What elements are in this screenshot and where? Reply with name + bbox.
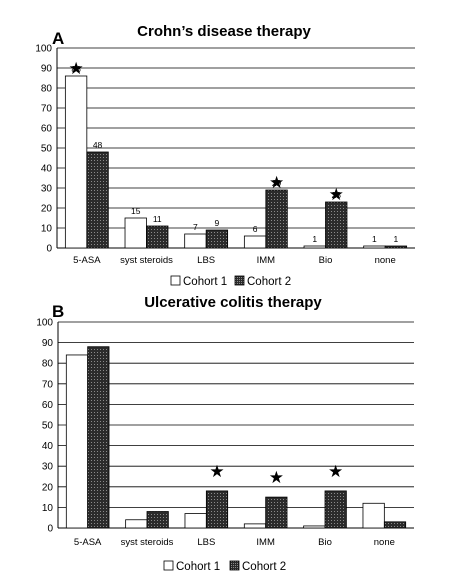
panel-b-chart: 0 10 20 30 40 50 60 70 80 90 100 5-ASA syst steroids… [36, 318, 414, 548]
b-significance-star-2: ★ [209, 462, 224, 481]
a-ytick-label-100: 100 [35, 44, 52, 55]
panel-a-chart: 010203040506070809010086485-ASA1511syst … [35, 44, 415, 266]
a-category-label-4: Bio [319, 255, 333, 266]
a-data-label-cohort2-3: 29 [272, 178, 282, 188]
a-data-label-cohort1-3: 6 [253, 224, 258, 234]
a-bar-cohort1-1 [124, 217, 147, 249]
a-bar-cohort1-5 [363, 245, 386, 249]
b-ytick-label-10: 10 [42, 503, 54, 514]
a-bar-cohort1-0 [64, 75, 88, 249]
a-ytick-label-40: 40 [41, 164, 53, 175]
b-category-label-1: syst steroids [121, 537, 174, 548]
b-category-label-0: 5-ASA [74, 537, 102, 548]
b-significance-star-3: ★ [269, 468, 284, 487]
a-category-label-0: 5-ASA [73, 255, 101, 266]
a-ytick-label-60: 60 [41, 124, 53, 135]
b-bar-cohort1-3 [243, 523, 267, 529]
a-bar-cohort2-3 [265, 189, 288, 249]
a-bar-cohort2-2 [205, 229, 229, 249]
a-data-label-cohort2-2: 9 [215, 218, 220, 228]
b-ytick-label-90: 90 [42, 338, 54, 349]
b-ytick-label-30: 30 [42, 462, 54, 473]
a-significance-star-3: ★ [269, 173, 284, 192]
b-bar-cohort2-3 [265, 496, 288, 529]
a-data-label-cohort1-1: 15 [131, 206, 141, 216]
a-bar-cohort1-3 [243, 235, 267, 249]
b-bar-cohort2-1 [146, 511, 169, 529]
a-data-label-cohort1-4: 1 [312, 234, 317, 244]
b-category-label-2: LBS [197, 537, 215, 548]
b-significance-star-4: ★ [328, 462, 343, 481]
a-ytick-label-50: 50 [41, 144, 53, 155]
b-category-label-4: Bio [318, 537, 332, 548]
b-ytick-label-100: 100 [36, 318, 53, 329]
a-ytick-label-10: 10 [41, 224, 53, 235]
b-ytick-label-0: 0 [47, 524, 53, 535]
b-bar-cohort1-2 [184, 513, 207, 529]
panel-b-legend: Cohort 1 Cohort 2 [163, 560, 286, 573]
a-ytick-label-0: 0 [46, 244, 52, 255]
a-data-label-cohort1-2: 7 [193, 222, 198, 232]
a-bar-cohort1-4 [303, 245, 326, 249]
b-ytick-label-60: 60 [42, 400, 54, 411]
b-bar-cohort1-0 [65, 354, 89, 529]
b-ytick-label-80: 80 [42, 359, 54, 370]
a-data-label-cohort2-1: 11 [153, 214, 162, 224]
b-category-label-3: IMM [256, 537, 275, 548]
legend-b-swatch-cohort2 [229, 560, 240, 571]
b-bar-cohort1-4 [303, 525, 326, 529]
b-ytick-label-20: 20 [42, 482, 54, 493]
a-significance-star-0: ★ [68, 59, 83, 78]
panel-a-legend: Cohort 1 Cohort 2 [170, 275, 291, 288]
b-ytick-label-40: 40 [42, 441, 54, 452]
b-ytick-label-50: 50 [42, 421, 54, 432]
legend-a-label-cohort1: Cohort 1 [183, 276, 227, 288]
a-bar-cohort2-0 [86, 151, 109, 249]
b-category-label-5: none [374, 537, 395, 548]
panel-b-title: Ulcerative colitis therapy [144, 294, 322, 311]
legend-a-swatch-cohort1 [170, 275, 181, 286]
b-bar-cohort2-0 [87, 346, 110, 529]
a-ytick-label-90: 90 [41, 64, 53, 75]
legend-a-label-cohort2: Cohort 2 [247, 276, 291, 288]
a-data-label-cohort2-5: 1 [394, 234, 399, 244]
a-category-label-1: syst steroids [120, 255, 173, 266]
panel-b-label: B [52, 302, 64, 321]
a-data-label-cohort1-5: 1 [372, 234, 377, 244]
a-data-label-cohort1-0: 86 [71, 64, 81, 74]
a-ytick-label-80: 80 [41, 84, 53, 95]
a-category-label-5: none [375, 255, 396, 266]
a-bar-cohort2-4 [325, 201, 348, 249]
panel-a-label: A [52, 29, 64, 48]
a-bar-cohort1-2 [184, 233, 207, 249]
panel-a-title: Crohn’s disease therapy [137, 23, 311, 40]
a-ytick-label-70: 70 [41, 104, 53, 115]
b-bar-cohort2-2 [205, 490, 229, 529]
legend-b-swatch-cohort1 [163, 560, 174, 571]
a-ytick-label-20: 20 [41, 204, 53, 215]
a-data-label-cohort2-4: 23 [332, 190, 342, 200]
b-bar-cohort1-5 [362, 502, 385, 529]
b-ytick-label-70: 70 [42, 379, 54, 390]
a-data-label-cohort2-0: 48 [93, 140, 103, 150]
a-bar-cohort2-5 [384, 245, 408, 249]
b-bar-cohort1-1 [125, 519, 148, 529]
a-bar-cohort2-1 [146, 225, 169, 249]
a-ytick-label-30: 30 [41, 184, 53, 195]
legend-b-label-cohort2: Cohort 2 [242, 561, 286, 573]
b-bar-cohort2-5 [383, 521, 407, 529]
a-category-label-3: IMM [257, 255, 276, 266]
a-significance-star-4: ★ [329, 185, 344, 204]
legend-b-label-cohort1: Cohort 1 [176, 561, 220, 573]
a-category-label-2: LBS [197, 255, 215, 266]
b-bar-cohort2-4 [324, 490, 347, 529]
legend-a-swatch-cohort2 [234, 275, 245, 286]
